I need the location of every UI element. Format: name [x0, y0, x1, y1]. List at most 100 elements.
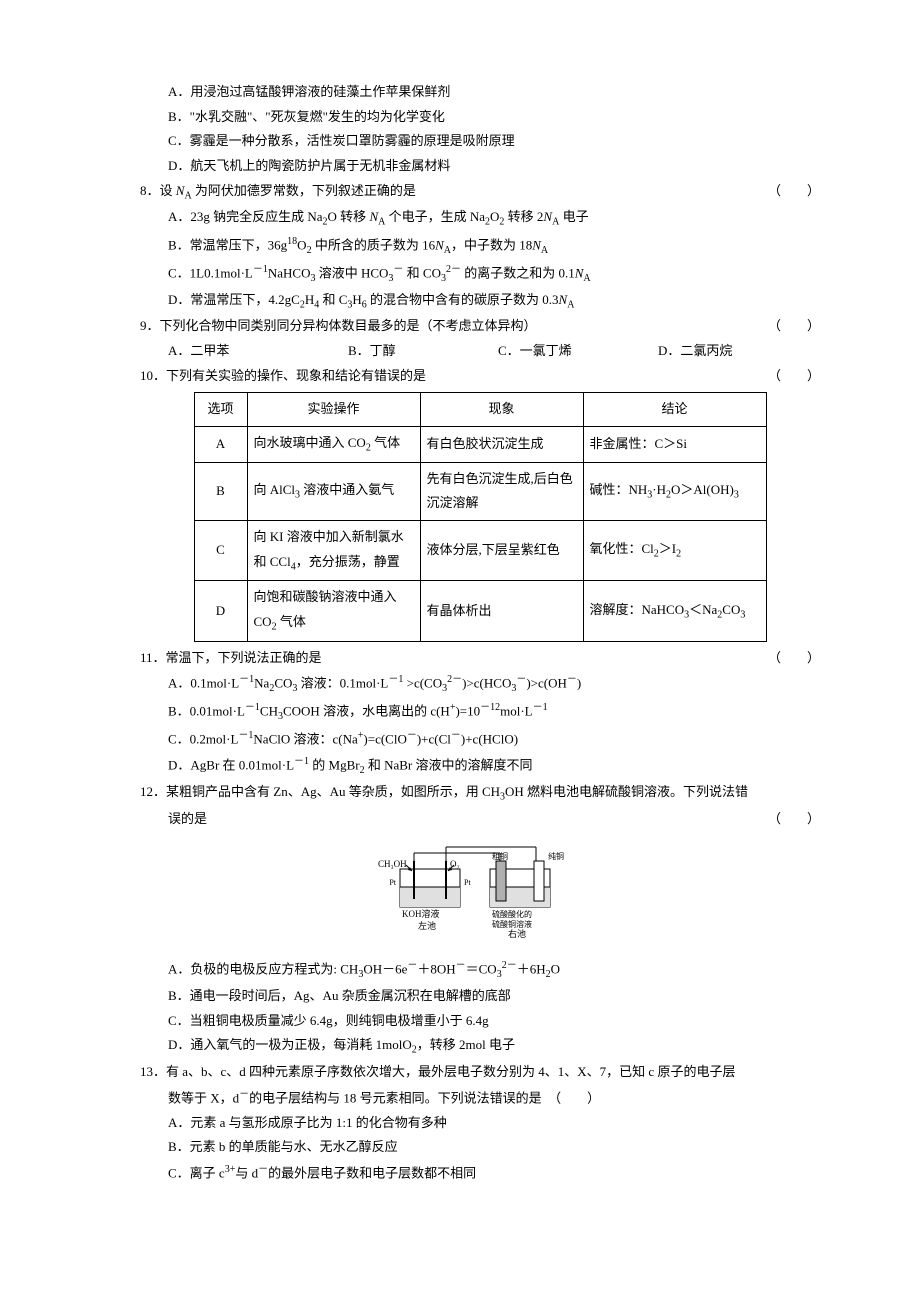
t: 和 C: [319, 292, 347, 307]
s: 2－: [446, 264, 461, 275]
q9-option-c: C．一氯丁烯: [498, 339, 658, 364]
cell-ph: 有白色胶状沉淀生成: [420, 427, 583, 463]
table-row: A 向水玻璃中通入 CO2 气体 有白色胶状沉淀生成 非金属性：C＞Si: [194, 427, 766, 463]
s: －: [407, 730, 417, 741]
t: NaClO 溶液：c(Na: [253, 732, 357, 747]
t: 电子: [559, 209, 588, 224]
t: )>c(HCO: [462, 676, 511, 691]
t: O 转移: [328, 209, 370, 224]
q11-stem-text: 11．常温下，下列说法正确的是: [140, 650, 322, 665]
q9-option-b: B．丁醇: [348, 339, 498, 364]
label-cuso4-2: 硫酸铜溶液: [492, 919, 532, 929]
t: H: [305, 292, 314, 307]
s: －1: [239, 674, 254, 685]
q11-paren: （ ）: [768, 646, 820, 671]
cell-con: 氧化性：Cl2＞I2: [583, 521, 766, 581]
q8-stem-pre: 8．设: [140, 183, 176, 198]
label-left-cell: 左池: [418, 920, 436, 931]
q12-option-b: B．通电一段时间后，Ag、Au 杂质金属沉积在电解槽的底部: [140, 984, 820, 1009]
q11-option-b: B．0.01mol·L－1CH3COOH 溶液，水电离出的 c(H+)=10－1…: [140, 698, 820, 726]
q13-stem-line2: 数等于 X，d－的电子层结构与 18 号元素相同。下列说法错误的是 （ ）: [140, 1085, 820, 1111]
label-pt-left: Pt: [389, 878, 396, 887]
s: 3: [734, 490, 739, 501]
q9-options: A．二甲苯 B．丁醇 C．一氯丁烯 D．二氯丙烷: [140, 339, 820, 364]
t: 气体: [277, 614, 306, 629]
q12-option-a: A．负极的电极反应方程式为: CH3OH－6e－＋8OH－＝CO32－＋6H2O: [140, 956, 820, 984]
q13-stem-line1: 13．有 a、b、c、d 四种元素原子序数依次增大，最外层电子数分别为 4、1、…: [140, 1060, 820, 1085]
s: －: [456, 960, 466, 971]
q13-option-c: C．离子 c3+与 d－的最外层电子数和电子层数都不相同: [140, 1160, 820, 1186]
label-pt-right: Pt: [464, 878, 471, 887]
q9-option-a: A．二甲苯: [168, 339, 348, 364]
s: －: [451, 730, 461, 741]
t: )=10: [455, 704, 480, 719]
q8-a-sub: A: [184, 190, 191, 201]
t: ·H: [652, 482, 666, 497]
t: B．常温常压下，36g: [168, 237, 287, 252]
q13-option-b: B．元素 b 的单质能与水、无水乙醇反应: [140, 1135, 820, 1160]
t: 个电子，生成 Na: [385, 209, 485, 224]
s: －: [567, 674, 577, 685]
table-header-row: 选项 实验操作 现象 结论: [194, 393, 766, 427]
s: －1: [388, 674, 403, 685]
s: －: [393, 264, 403, 275]
q10-stem-text: 10．下列有关实验的操作、现象和结论有错误的是: [140, 368, 426, 383]
q7-option-b: B．"水乳交融"、"死灰复燃"发生的均为化学变化: [140, 105, 820, 130]
t: NaHCO: [268, 265, 311, 280]
t: OH－6e: [363, 961, 407, 976]
s: A: [444, 245, 451, 256]
s: －: [516, 674, 526, 685]
t: 中所含的质子数为 16: [312, 237, 436, 252]
s: A: [541, 245, 548, 256]
t: D．常温常压下，4.2gC: [168, 292, 300, 307]
cell-op: 向水玻璃中通入 CO2 气体: [247, 427, 420, 463]
label-cuso4-1: 硫酸酸化的: [492, 909, 532, 919]
t: 的最外层电子数和电子层数都不相同: [268, 1165, 476, 1180]
t: 数等于 X，d: [168, 1090, 239, 1105]
t: Na: [254, 676, 269, 691]
q12-option-d: D．通入氧气的一极为正极，每消耗 1molO2，转移 2mol 电子: [140, 1033, 820, 1060]
cell-ph: 液体分层,下层呈紫红色: [420, 521, 583, 581]
label-koh: KOH溶液: [402, 908, 440, 919]
q8-option-b: B．常温常压下，36g18O2 中所含的质子数为 16NA，中子数为 18NA: [140, 232, 820, 260]
t: 的离子数之和为 0.1: [461, 265, 575, 280]
q11-option-a: A．0.1mol·L－1Na2CO3 溶液：0.1mol·L－1 >c(CO32…: [140, 670, 820, 698]
t: 12．某粗铜产品中含有 Zn、Ag、Au 等杂质，如图所示，用 CH: [140, 784, 500, 799]
t: 碱性：NH: [590, 482, 648, 497]
label-pure: 纯铜: [548, 851, 564, 861]
cell-op: 向 KI 溶液中加入新制氯水和 CCl4，充分振荡，静置: [247, 521, 420, 581]
s: A: [567, 299, 574, 310]
t: 向 AlCl: [254, 482, 296, 497]
th-con: 结论: [583, 393, 766, 427]
t: mol·L: [500, 704, 533, 719]
q9-stem: 9．下列化合物中同类别同分异构体数目最多的是（不考虑立体异构） （ ）: [140, 314, 820, 339]
t: )+c(Cl: [417, 732, 451, 747]
t: 溶解度：NaHCO: [590, 602, 685, 617]
q9-paren: （ ）: [768, 314, 820, 339]
label-ch3oh: CH₃OH: [378, 859, 407, 869]
t: )>c(OH: [526, 676, 567, 691]
t: 气体: [371, 435, 400, 450]
s: －1: [245, 702, 260, 713]
t: 与 d: [235, 1165, 258, 1180]
cell-con: 碱性：NH3·H2O＞Al(OH)3: [583, 462, 766, 520]
q8-stem: 8．设 NA 为阿伏加德罗常数，下列叙述正确的是 （ ）: [140, 179, 820, 206]
t: A．23g 钠完全反应生成 Na: [168, 209, 323, 224]
t: COOH 溶液，水电离出的 c(H: [283, 704, 450, 719]
table-row: D 向饱和碳酸钠溶液中通入CO2 气体 有晶体析出 溶解度：NaHCO3＜Na2…: [194, 581, 766, 641]
q8-option-d: D．常温常压下，4.2gC2H4 和 C3H6 的混合物中含有的碳原子数为 0.…: [140, 288, 820, 315]
q8-stem-post: 为阿伏加德罗常数，下列叙述正确的是: [192, 183, 416, 198]
electrolysis-diagram-icon: CH₃OH O₂ Pt Pt 粗铜 纯铜 KOH溶液 左池 硫酸酸化的 硫酸铜溶…: [370, 839, 590, 939]
t: O: [297, 237, 306, 252]
s: 2: [676, 549, 681, 560]
t: ＜Na: [689, 602, 717, 617]
t: 溶液中 HCO: [315, 265, 388, 280]
cell-op: 向 AlCl3 溶液中通入氨气: [247, 462, 420, 520]
label-right-cell: 右池: [508, 928, 526, 939]
s: 2－: [502, 960, 517, 971]
q7-option-d: D．航天飞机上的陶瓷防护片属于无机非金属材料: [140, 154, 820, 179]
q8-option-a: A．23g 钠完全反应生成 Na2O 转移 NA 个电子，生成 Na2O2 转移…: [140, 205, 820, 232]
q11-stem: 11．常温下，下列说法正确的是 （ ）: [140, 646, 820, 671]
q10-paren: （ ）: [768, 364, 820, 389]
t: ＞I: [659, 541, 676, 556]
